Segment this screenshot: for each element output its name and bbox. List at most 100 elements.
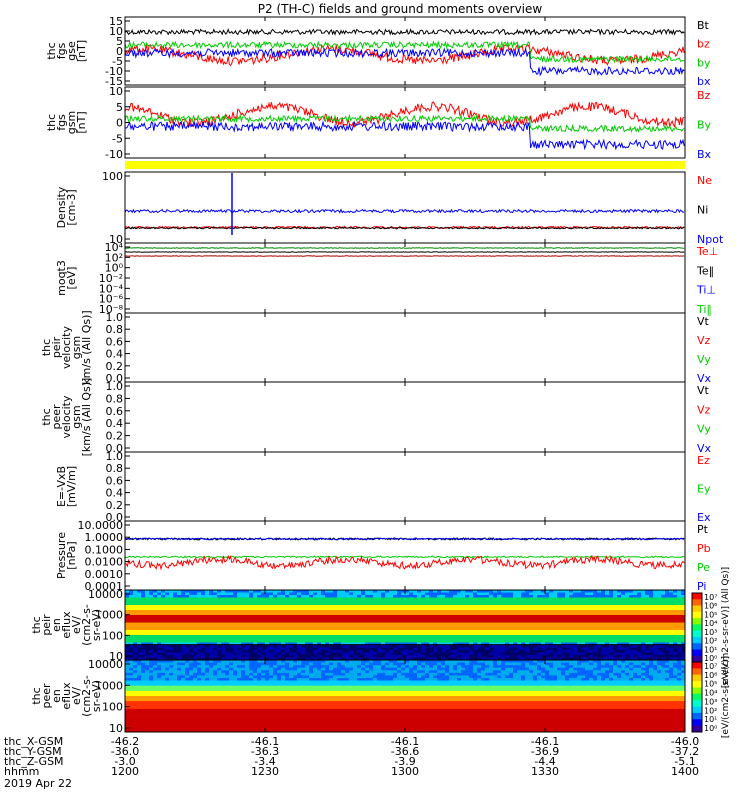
spectrogram-cell — [261, 605, 266, 608]
spectrogram-cell — [493, 642, 498, 646]
spectrogram-cell — [157, 615, 162, 618]
spectrogram-cell — [325, 612, 330, 616]
spectrogram-cell — [649, 655, 654, 658]
spectrogram-cell — [321, 607, 326, 611]
spectrogram-cell — [445, 610, 450, 613]
spectrogram-cell — [133, 672, 138, 676]
spectrogram-cell — [633, 597, 638, 601]
spectrogram-cell — [297, 600, 302, 603]
spectrogram-cell — [453, 650, 458, 653]
spectrogram-cell — [521, 640, 526, 643]
spectrogram-cell — [661, 630, 666, 633]
spectrogram-cell — [229, 665, 234, 668]
spectrogram-cell — [321, 622, 326, 626]
spectrogram-cell — [173, 645, 178, 648]
spectrogram-cell — [509, 657, 514, 661]
spectrogram-cell — [177, 660, 182, 663]
spectrogram-cell — [421, 660, 426, 663]
spectrogram-cell — [181, 617, 186, 621]
spectrogram-cell — [665, 635, 670, 638]
spectrogram-cell — [537, 617, 542, 621]
spectrogram-cell — [409, 647, 414, 651]
spectrogram-cell — [629, 600, 634, 603]
spectrogram-cell — [577, 617, 582, 621]
spectrogram-cell — [133, 632, 138, 636]
spectrogram-cell — [305, 610, 310, 613]
spectrogram-cell — [621, 632, 626, 636]
spectrogram-cell — [409, 592, 414, 596]
spectrogram-cell — [617, 595, 622, 598]
spectrogram-cell — [429, 622, 434, 626]
spectrogram-cell — [325, 620, 330, 623]
spectrogram-cell — [353, 657, 358, 661]
spectrogram-cell — [169, 617, 174, 621]
spectrogram-cell — [197, 617, 202, 621]
spectrogram-cell — [329, 662, 334, 666]
spectrogram-cell — [401, 655, 406, 658]
spectrogram-cell — [349, 645, 354, 648]
spectrogram-cell — [165, 672, 170, 676]
spectrogram-cell — [485, 610, 490, 613]
spectrogram-cell — [329, 617, 334, 621]
spectrogram-cell — [177, 627, 182, 631]
spectrogram-cell — [133, 610, 138, 613]
spectrogram-cell — [233, 672, 238, 676]
spectrogram-cell — [381, 650, 386, 653]
spectrogram-cell — [501, 602, 506, 606]
spectrogram-cell — [217, 645, 222, 648]
spectrogram-cell — [397, 655, 402, 658]
spectrogram-cell — [549, 630, 554, 633]
spectrogram-cell — [593, 632, 598, 636]
spectrogram-cell — [673, 590, 678, 593]
spectrogram-cell — [485, 625, 490, 628]
spectrogram-cell — [681, 640, 686, 643]
spectrogram-cell — [625, 592, 630, 596]
spectrogram-cell — [273, 600, 278, 603]
spectrogram-cell — [313, 630, 318, 633]
spectrogram-cell — [401, 617, 406, 621]
spectrogram-cell — [617, 660, 622, 663]
spectrogram-cell — [365, 667, 370, 671]
spectrogram-cell — [281, 670, 286, 674]
spectrogram-cell — [201, 630, 206, 633]
spectrogram-cell — [433, 630, 438, 633]
spectrogram-cell — [549, 625, 554, 628]
spectrogram-cell — [465, 595, 470, 598]
spectrogram-cell — [481, 667, 486, 671]
spectrogram-cell — [453, 625, 458, 628]
spectrogram-cell — [649, 647, 654, 651]
spectrogram-cell — [165, 600, 170, 603]
spectrogram-cell — [629, 657, 634, 661]
spectrogram-cell — [429, 655, 434, 658]
spectrogram-cell — [461, 592, 466, 596]
spectrogram-cell — [473, 645, 478, 648]
spectrogram-cell — [313, 660, 318, 663]
spectrogram-cell — [677, 605, 682, 608]
spectrogram-cell — [249, 595, 254, 598]
spectrogram-cell — [593, 662, 598, 666]
spectrogram-cell — [309, 672, 314, 676]
spectrogram-cell — [245, 615, 250, 618]
spectrogram-cell — [549, 617, 554, 621]
spectrogram-cell — [365, 595, 370, 598]
spectrogram-cell — [353, 667, 358, 671]
spectrogram-cell — [241, 667, 246, 671]
spectrogram-cell — [233, 660, 238, 663]
spectrogram-cell — [453, 605, 458, 608]
spectrogram-cell — [165, 622, 170, 626]
spectrogram-cell — [321, 660, 326, 663]
spectrogram-cell — [409, 642, 414, 646]
spectrogram-cell — [325, 600, 330, 603]
spectrogram-cell — [505, 632, 510, 636]
spectrogram-cell — [293, 595, 298, 598]
spectrogram-cell — [477, 637, 482, 641]
spectrogram-cell — [461, 617, 466, 621]
spectrogram-cell — [545, 590, 550, 593]
spectrogram-cell — [425, 590, 430, 593]
spectrogram-cell — [221, 645, 226, 648]
spectrogram-cell — [365, 632, 370, 636]
spectrogram-cell — [637, 652, 642, 656]
spectrogram-cell — [201, 620, 206, 623]
spectrogram-cell — [441, 657, 446, 661]
spectrogram-cell — [341, 652, 346, 656]
